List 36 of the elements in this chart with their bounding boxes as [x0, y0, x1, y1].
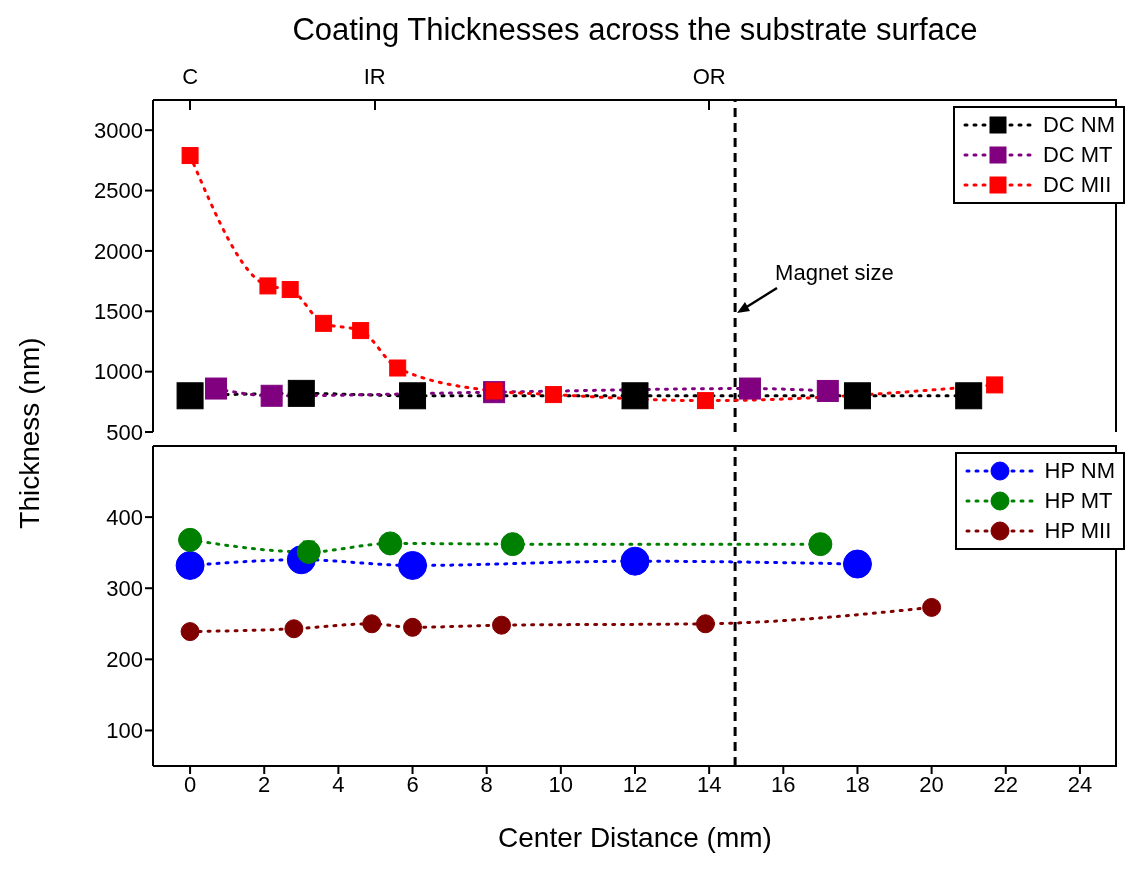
y-tick-label: 1500	[94, 299, 143, 325]
y-tick-label: 2500	[94, 178, 143, 204]
text: C	[182, 64, 199, 90]
x-tick-label: 8	[480, 771, 493, 797]
x-tick-label: 22	[993, 771, 1019, 797]
ref-line-label: Magnet size	[775, 260, 894, 287]
y-axis-title: Thickness (nm)	[14, 337, 46, 529]
x-tick-label: 12	[622, 771, 648, 797]
y-tick-label: 1000	[94, 359, 143, 385]
legend-label: HP MII	[1044, 518, 1112, 544]
x-tick-label: 18	[845, 771, 870, 797]
legend-label: DC MT	[1042, 142, 1113, 168]
x-tick-label: 4	[332, 771, 345, 797]
x-tick-label: 14	[696, 771, 722, 797]
legend-label: DC NM	[1042, 112, 1115, 138]
y-tick-label: 400	[106, 504, 143, 530]
x-axis-title: Center Distance (mm)	[497, 822, 773, 854]
x-tick-label: 0	[183, 771, 197, 797]
x-tick-label: 24	[1067, 771, 1093, 797]
x-tick-label: 2	[258, 771, 271, 797]
x-tick-label: 16	[771, 771, 796, 797]
x-tick-label: 10	[548, 771, 574, 797]
x-tick-label: 20	[919, 771, 944, 797]
chart-title: Coating Thicknesses across the substrate surface	[291, 11, 979, 49]
text: OR	[692, 64, 726, 90]
text: IR	[363, 64, 386, 90]
y-tick-label: 3000	[94, 117, 143, 143]
legend-label: HP MT	[1044, 488, 1113, 514]
y-tick-label: 200	[106, 647, 143, 673]
legend-label: DC MII	[1042, 172, 1112, 198]
y-tick-label: 500	[106, 419, 143, 445]
x-tick-label: 6	[406, 771, 419, 797]
y-tick-label: 2000	[94, 238, 143, 264]
legend-label: HP NM	[1044, 458, 1115, 484]
y-tick-label: 100	[106, 718, 143, 744]
y-tick-label: 300	[106, 576, 143, 602]
